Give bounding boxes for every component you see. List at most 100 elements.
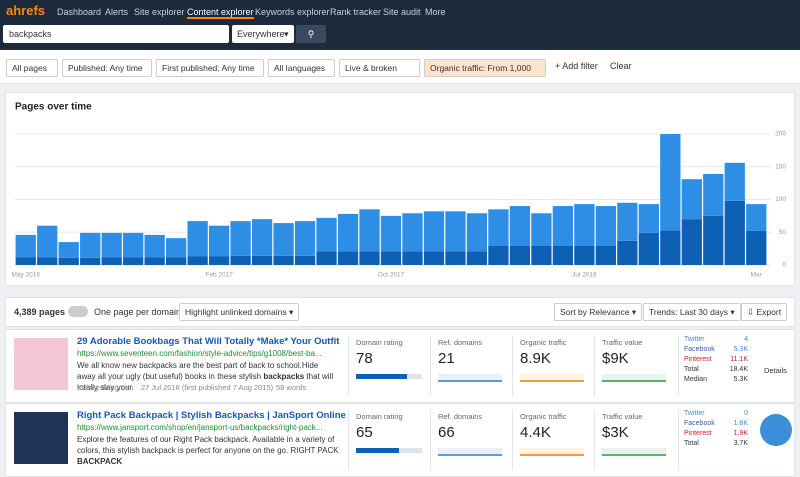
- social-value: 5.3K: [733, 376, 748, 383]
- metric-value: $9K: [602, 350, 629, 367]
- bar-segment: [746, 204, 767, 231]
- author: Kelsey Stiegman: [77, 383, 134, 392]
- social-label: Total: [684, 440, 699, 447]
- y-tick-label: 50: [779, 229, 787, 236]
- divider: [348, 336, 349, 396]
- toggle[interactable]: [68, 306, 88, 317]
- bar-segment: [294, 221, 316, 256]
- bar-segment: [80, 232, 101, 258]
- metric-value: 4.4K: [520, 424, 551, 441]
- bar-segment: [466, 213, 488, 252]
- clear[interactable]: Clear: [610, 61, 632, 71]
- divider: [594, 410, 595, 470]
- social-label: Total: [684, 366, 699, 373]
- bar-segment: [166, 257, 187, 265]
- result-title[interactable]: Right Pack Backpack | Stylish Backpacks …: [77, 410, 346, 421]
- chart-card: Pages over time 0 50 100 150 200 May 2016 Feb …: [5, 92, 795, 286]
- bar-segment: [638, 204, 659, 233]
- sort-dropdown[interactable]: Sort by Relevance ▾: [554, 303, 643, 321]
- trends-dropdown[interactable]: Trends: Last 30 days ▾: [643, 303, 741, 321]
- bar-segment: [574, 204, 595, 247]
- metric-label: Organic traffic: [520, 338, 567, 347]
- bar-segment: [230, 221, 251, 256]
- nav-item[interactable]: More: [425, 7, 446, 17]
- results-toolbar: 4,389 pages One page per domain Highligh…: [5, 297, 795, 327]
- nav-item[interactable]: Content explorer: [187, 7, 254, 19]
- result-url[interactable]: https://www.jansport.com/shop/en/janspor…: [77, 423, 323, 432]
- details[interactable]: Details: [764, 366, 787, 375]
- bar-segment: [681, 219, 702, 265]
- social-value: 4: [744, 336, 748, 343]
- filter[interactable]: Published: Any time: [62, 59, 152, 77]
- bar-segment: [402, 213, 423, 252]
- add-filter[interactable]: + Add filter: [555, 61, 598, 71]
- search-button[interactable]: ⚲: [296, 25, 326, 43]
- metric-label: Ref. domains: [438, 412, 483, 421]
- export-button[interactable]: ⇩ Export: [741, 303, 788, 321]
- bar-segment: [746, 230, 767, 265]
- divider: [430, 410, 431, 470]
- bar-segment: [423, 211, 445, 252]
- filter-label: Published: Any time: [68, 63, 143, 73]
- bar-segment: [359, 251, 380, 265]
- chat-button[interactable]: [760, 414, 792, 446]
- bar-segment: [660, 230, 681, 265]
- filter[interactable]: First published: Any time: [156, 59, 264, 77]
- thumbnail: [14, 412, 68, 464]
- snippet: Explore the features of our Right Pack b…: [77, 434, 339, 467]
- filter[interactable]: Live & broken: [339, 59, 420, 77]
- scope-dropdown[interactable]: Everywhere ▾: [232, 25, 294, 43]
- highlight-dropdown[interactable]: Highlight unlinked domains ▾: [179, 303, 300, 321]
- filter[interactable]: Organic traffic: From 1,000: [424, 59, 546, 77]
- bar-segment: [208, 225, 230, 257]
- metric-label: Organic traffic: [520, 412, 567, 421]
- bar-segment: [466, 251, 488, 265]
- filter[interactable]: All languages: [268, 59, 335, 77]
- scope: Everywhere: [237, 29, 285, 39]
- filter-label: First published: Any time: [162, 63, 255, 73]
- search-box[interactable]: backpacks: [3, 25, 229, 43]
- filter-label: All languages: [274, 63, 326, 73]
- top-bar: ahrefs Dashboard Alerts Site explorer Conte…: [0, 0, 800, 50]
- rating-bar: [356, 374, 408, 379]
- bar-segment: [58, 257, 79, 265]
- logo[interactable]: ahrefs: [6, 3, 46, 18]
- add-filter-label: Add filter: [562, 61, 598, 71]
- result-title[interactable]: 29 Adorable Bookbags That Will Totally *…: [77, 336, 340, 347]
- divider: [678, 336, 679, 396]
- bar-segment: [123, 257, 144, 265]
- filter-label: All pages: [12, 63, 47, 73]
- bar-segment: [208, 256, 230, 265]
- metric-value: 21: [438, 350, 455, 367]
- bar-segment: [144, 257, 165, 265]
- bar-segment: [15, 257, 36, 265]
- bar-segment: [509, 246, 531, 265]
- nav-item[interactable]: Keywords explorer: [255, 7, 330, 17]
- snippet-part: We all know new backpacks are the best p…: [77, 361, 319, 381]
- thumbnail: [14, 338, 68, 390]
- sparkline: [438, 374, 502, 382]
- nav-item[interactable]: Dashboard: [57, 7, 102, 17]
- divider: [430, 336, 431, 396]
- one-per-domain: One page per domain: [94, 307, 182, 317]
- snippet-part: that will totally slay your: [77, 372, 334, 392]
- filter-label: Live & broken: [345, 63, 397, 73]
- bar-segment: [273, 223, 294, 256]
- bar-segment: [166, 238, 187, 258]
- nav-item[interactable]: Rank tracker: [330, 7, 382, 17]
- nav-item[interactable]: Alerts: [105, 7, 129, 17]
- highlight: Highlight unlinked domains: [185, 307, 287, 317]
- bar-segment: [316, 251, 337, 265]
- metric-value: 78: [356, 350, 373, 367]
- sparkline: [438, 448, 502, 456]
- bar-segment: [595, 206, 616, 247]
- filter[interactable]: All pages: [6, 59, 58, 77]
- bar-segment: [724, 200, 745, 265]
- nav-item[interactable]: Site explorer: [134, 7, 185, 17]
- nav-item[interactable]: Site audit: [383, 7, 421, 17]
- bar-segment: [488, 209, 509, 247]
- search-query: backpacks: [9, 29, 52, 39]
- divider: [512, 336, 513, 396]
- bar-segment: [316, 217, 337, 252]
- result-url[interactable]: https://www.seventeen.com/fashion/style-…: [77, 349, 322, 358]
